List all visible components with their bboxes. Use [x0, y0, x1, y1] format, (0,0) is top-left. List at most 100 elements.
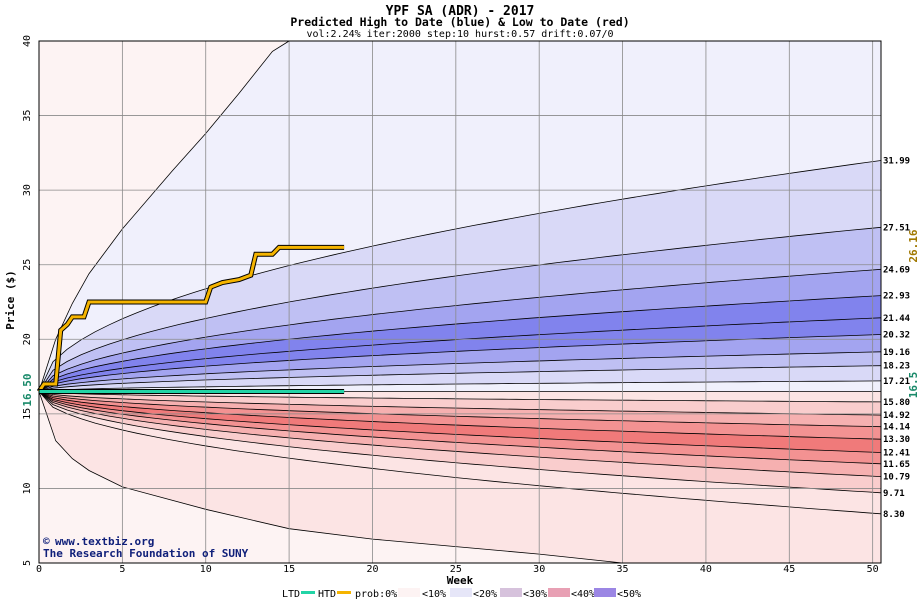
legend-bin4-swatch [594, 588, 616, 597]
band-7 [39, 365, 881, 392]
right-value-label: 24.69 [883, 265, 910, 275]
band-14 [39, 391, 881, 464]
band-11 [39, 391, 881, 427]
percentile-curve-15 [38, 391, 882, 465]
band-17 [39, 391, 881, 514]
right-value-label: 14.92 [883, 411, 910, 421]
percentile-curve-3 [38, 295, 882, 392]
percentile-curve-14 [38, 391, 882, 453]
legend-bin1-swatch [450, 588, 472, 597]
plot-frame [38, 40, 882, 564]
x-tick-label: 5 [119, 564, 125, 575]
right-value-label: 8.30 [883, 510, 905, 520]
right-value-label: 21.44 [883, 314, 911, 324]
legend-htd-label: HTD [318, 589, 336, 600]
percentile-curve-0 [38, 160, 882, 392]
current-high-label: 26.16 [907, 229, 920, 262]
legend-bin2-label: <20% [473, 589, 497, 600]
band-outer-low [39, 391, 881, 563]
right-value-label: 9.71 [883, 489, 905, 499]
percentile-curve-11 [38, 391, 882, 416]
x-tick-label: 20 [366, 564, 378, 575]
right-value-label: 17.21 [883, 377, 910, 387]
x-tick-label: 25 [450, 564, 462, 575]
start-price-label: 16.50 [21, 373, 34, 406]
percentile-curve-13 [38, 391, 882, 440]
band-2 [39, 269, 881, 392]
right-value-label: 15.80 [883, 398, 910, 408]
data-series [36, 244, 345, 394]
y-tick-label: 20 [22, 333, 33, 345]
x-tick-label: 0 [36, 564, 42, 575]
y-axis-label: Price ($) [4, 270, 17, 330]
x-tick-label: 40 [700, 564, 712, 575]
right-value-labels: 31.99 27.51 24.69 22.93 21.44 20.32 19.16 18.23… [883, 156, 911, 519]
percentile-curve-1 [38, 226, 882, 392]
legend-bin2-swatch [500, 588, 522, 597]
x-tick-label: 45 [783, 564, 795, 575]
right-value-label: 20.32 [883, 331, 910, 341]
band-0 [39, 160, 881, 392]
y-tick-label: 30 [22, 184, 33, 196]
y-tick-label: 25 [22, 259, 33, 271]
legend-ltd-label: LTD [282, 589, 300, 600]
right-value-label: 14.14 [883, 423, 911, 433]
y-tick-label: 10 [22, 482, 33, 494]
x-tick-label: 35 [617, 564, 629, 575]
percentile-curve-10 [38, 391, 882, 403]
percentile-curve-17 [38, 391, 882, 494]
percentile-curve-2 [38, 268, 882, 392]
band-15 [39, 391, 881, 477]
chart-title: YPF SA (ADR) - 2017 [386, 4, 535, 19]
current-low-label: 16.5 [907, 372, 920, 399]
legend-bin1-label: <10% [422, 589, 446, 600]
percentile-curve-8 [38, 380, 882, 392]
band-4 [39, 317, 881, 392]
website-label: www.textbiz.org [55, 535, 154, 548]
legend-bin5-label: <50% [617, 589, 641, 600]
legend-bin3-swatch [548, 588, 570, 597]
legend-bin0-swatch [398, 588, 420, 597]
htd-line [37, 245, 345, 393]
right-value-label: 11.65 [883, 460, 910, 470]
probability-bands [39, 41, 881, 563]
percentile-curve-6 [38, 351, 882, 392]
x-tick-label: 10 [200, 564, 212, 575]
band-1 [39, 227, 881, 392]
percentile-curve-12 [38, 391, 882, 428]
legend-bin3-label: <30% [523, 589, 547, 600]
percentile-curve-7 [38, 365, 882, 392]
band-6 [39, 351, 881, 392]
x-tick-label: 30 [533, 564, 545, 575]
band-9 [39, 391, 881, 402]
legend-ltd-swatch [301, 591, 315, 594]
y-tick-label: 40 [22, 35, 33, 47]
right-value-label: 31.99 [883, 156, 910, 166]
percentile-curves [38, 40, 882, 564]
percentile-curve-16 [38, 391, 882, 477]
org-label: The Research Foundation of SUNY [43, 547, 249, 560]
x-tick-label: 50 [867, 564, 879, 575]
y-tick-label: 35 [22, 110, 33, 122]
right-value-label: 13.30 [883, 435, 910, 445]
band-3 [39, 295, 881, 392]
band-outer-high [39, 41, 881, 392]
chart-subtitle: Predicted High to Date (blue) & Low to D… [290, 15, 629, 29]
legend-bin4-label: <40% [571, 589, 595, 600]
percentile-curve-18 [38, 391, 882, 515]
y-tick-label: 5 [22, 560, 33, 566]
legend-htd-swatch [337, 591, 351, 594]
band-16 [39, 391, 881, 493]
right-value-label: 22.93 [883, 292, 910, 302]
band-8 [39, 380, 881, 392]
right-value-label: 10.79 [883, 473, 910, 483]
band-13 [39, 391, 881, 453]
outer-high-envelope [38, 40, 290, 392]
legend: LTD HTD prob:0% <10% <20% <30% <40% <50% [282, 588, 641, 600]
copyright-symbol: © [43, 535, 50, 548]
band-10 [39, 391, 881, 416]
x-axis-label: Week [447, 574, 474, 587]
x-tick-label: 15 [283, 564, 295, 575]
